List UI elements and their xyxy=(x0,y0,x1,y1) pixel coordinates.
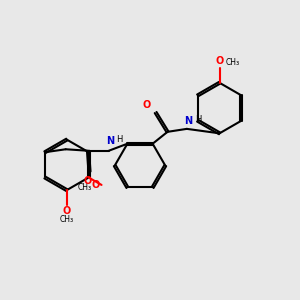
Text: CH₃: CH₃ xyxy=(78,183,92,192)
Text: O: O xyxy=(142,100,151,110)
Text: CH₃: CH₃ xyxy=(226,58,240,67)
Text: O: O xyxy=(92,180,100,190)
Text: O: O xyxy=(84,176,92,186)
Text: CH₃: CH₃ xyxy=(60,215,74,224)
Text: O: O xyxy=(63,206,71,217)
Text: O: O xyxy=(215,56,223,66)
Text: H: H xyxy=(196,116,202,124)
Text: N: N xyxy=(106,136,114,146)
Text: H: H xyxy=(116,135,122,144)
Text: N: N xyxy=(184,116,192,127)
